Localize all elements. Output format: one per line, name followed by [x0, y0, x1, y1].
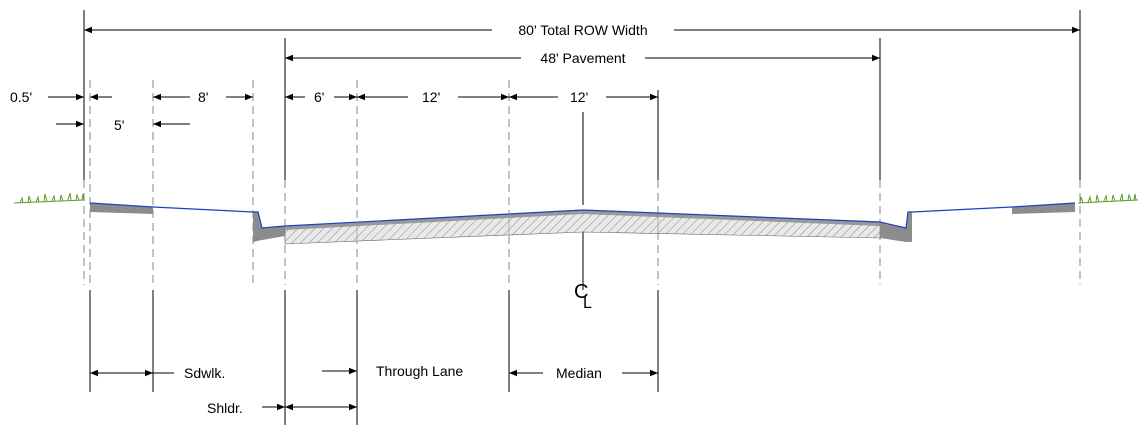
sidewalk-dim-label: 5' — [114, 117, 124, 133]
centerline-l: L — [583, 295, 592, 312]
centerline-symbol: C L — [574, 281, 592, 312]
right-curb — [879, 211, 912, 242]
planting-dim-label: 8' — [198, 89, 208, 105]
pavement-label: 48' Pavement — [540, 50, 625, 66]
sidewalk-callout: Sdwlk. — [184, 365, 225, 381]
row-width-dimension: 80' Total ROW Width — [84, 22, 1080, 38]
through-lane-callout: Through Lane — [376, 363, 463, 379]
median-dim-label: 12' — [570, 89, 588, 105]
dashed-extension-lines — [83, 80, 1081, 285]
extension-lines-top — [83, 10, 1081, 205]
pavement-dimension: 48' Pavement — [285, 50, 880, 66]
right-sidewalk — [911, 202, 1076, 214]
left-sidewalk — [89, 202, 254, 214]
row-width-label: 80' Total ROW Width — [518, 22, 647, 38]
shoulder-callout: Shldr. — [207, 400, 243, 416]
grass-left — [13, 192, 85, 204]
left-curb — [253, 211, 286, 242]
element-dimensions: 0.5' 8' 6' 12' 12' 5' — [10, 89, 658, 133]
median-callout: Median — [556, 365, 602, 381]
buffer-dim-label: 0.5' — [10, 89, 32, 105]
grass-right — [1077, 193, 1139, 204]
extension-lines-bottom — [89, 232, 659, 425]
centerline-c: C — [574, 281, 588, 303]
shoulder-dim-label: 6' — [314, 89, 324, 105]
bottom-callouts: Sdwlk. Through Lane Median Shldr. — [90, 363, 658, 416]
lane-dim-label: 12' — [422, 89, 440, 105]
